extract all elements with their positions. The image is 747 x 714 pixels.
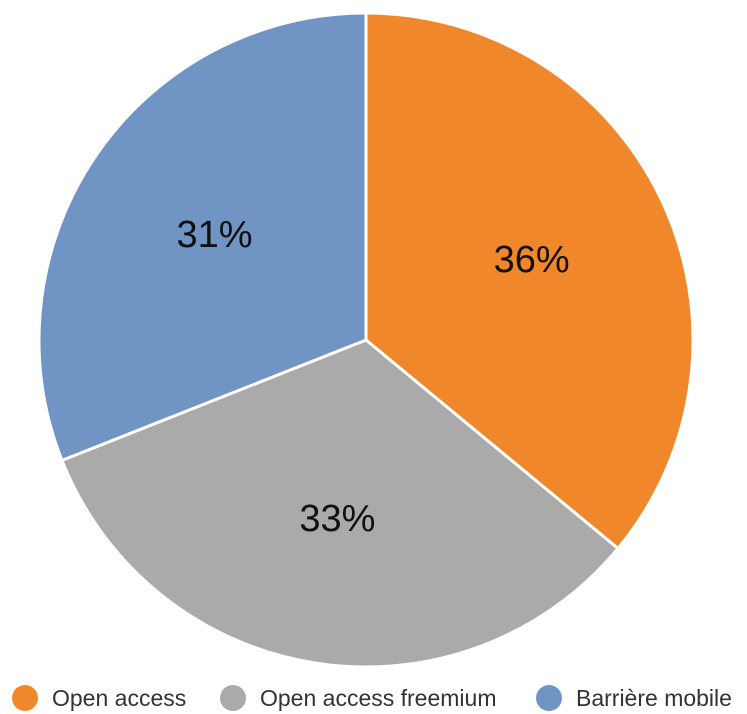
- legend-item-open-access-freemium: Open access freemium: [220, 683, 496, 713]
- legend-label-barriere-mobile: Barrière mobile: [576, 684, 732, 711]
- slice-label-open-access-freemium: 33%: [299, 498, 375, 540]
- legend-swatch-open-access: [12, 685, 38, 711]
- slice-label-open-access: 36%: [494, 239, 570, 281]
- legend-label-open-access: Open access: [52, 684, 187, 711]
- pie-chart: 36% 33% 31%: [37, 11, 695, 669]
- pie-slice-barriere-mobile: [37, 11, 368, 462]
- pie-slice-open-access: [364, 11, 695, 550]
- legend-label-open-access-freemium: Open access freemium: [260, 684, 497, 711]
- legend-item-barriere-mobile: Barrière mobile: [536, 683, 732, 713]
- legend-swatch-barriere-mobile: [536, 685, 562, 711]
- legend: Open access Open access freemium Barrièr…: [0, 683, 747, 713]
- pie-slice-open-access-freemium: [60, 338, 620, 669]
- legend-item-open-access: Open access: [12, 683, 186, 713]
- legend-swatch-open-access-freemium: [220, 685, 246, 711]
- slice-label-barriere-mobile: 31%: [177, 214, 253, 256]
